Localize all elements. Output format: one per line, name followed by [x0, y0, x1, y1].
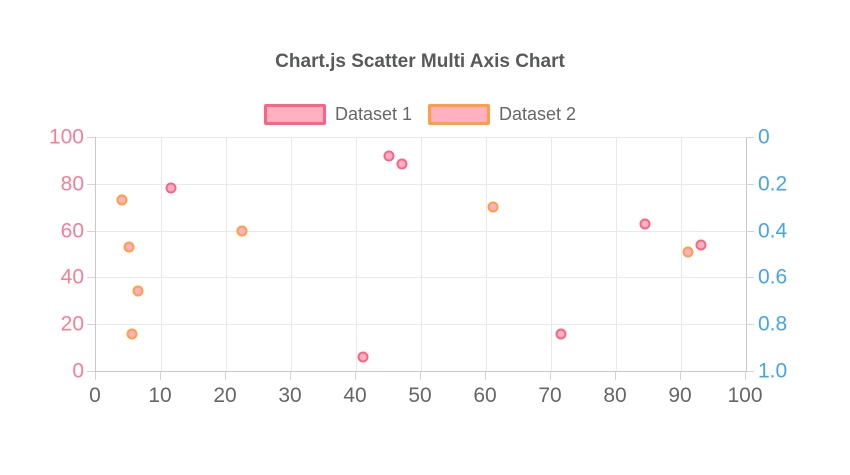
left-axis-tick-label: 0 — [72, 359, 84, 383]
right-axis-tick-label: 0.6 — [758, 265, 788, 289]
right-axis-tick — [746, 371, 754, 372]
left-axis-tick — [87, 324, 95, 326]
left-axis-tick-label: 100 — [48, 125, 84, 149]
x-axis-tick-label: 90 — [668, 384, 692, 407]
legend-item-dataset2[interactable]: Dataset 2 — [428, 103, 577, 125]
scatter-point-dataset1[interactable] — [357, 351, 368, 363]
scatter-point-dataset2[interactable] — [236, 225, 248, 237]
scatter-point-dataset1[interactable] — [396, 158, 407, 170]
scatter-point-dataset1[interactable] — [639, 218, 651, 230]
scatter-point-dataset2[interactable] — [123, 241, 134, 253]
scatter-point-dataset2[interactable] — [132, 285, 144, 297]
x-axis-tick-label: 30 — [278, 384, 302, 407]
x-axis-tick — [290, 372, 291, 380]
left-axis-tick — [87, 137, 95, 138]
grid-line-horizontal — [96, 277, 746, 279]
left-axis-tick-label: 20 — [60, 312, 84, 336]
grid-line-horizontal — [96, 230, 746, 232]
x-axis-tick-label: 50 — [408, 384, 432, 407]
x-axis-tick-label: 80 — [603, 384, 627, 407]
right-axis-tick-label: 0.4 — [758, 219, 788, 243]
x-axis-tick-label: 20 — [213, 384, 237, 407]
left-axis-tick — [87, 371, 95, 372]
scatter-point-dataset1[interactable] — [165, 182, 177, 194]
left-axis-tick — [87, 183, 95, 185]
plot-area[interactable] — [95, 137, 747, 372]
x-axis-tick-label: 100 — [727, 384, 763, 407]
left-axis-tick-label: 40 — [60, 265, 84, 289]
grid-line-horizontal — [96, 183, 746, 185]
legend-label-dataset1: Dataset 1 — [334, 103, 412, 124]
x-axis-tick — [615, 372, 616, 380]
grid-line-vertical — [356, 137, 357, 371]
scatter-point-dataset2[interactable] — [682, 246, 693, 258]
right-axis-tick-label: 0 — [758, 125, 770, 149]
grid-line-vertical — [486, 137, 487, 371]
scatter-point-dataset1[interactable] — [383, 150, 394, 162]
right-axis-tick — [746, 277, 754, 279]
x-axis-tick — [225, 372, 226, 380]
x-axis-tick — [680, 372, 681, 380]
left-axis-tick-label: 80 — [60, 172, 84, 196]
right-axis-tick — [746, 324, 754, 326]
grid-line-horizontal — [96, 324, 746, 326]
scatter-point-dataset2[interactable] — [487, 201, 498, 213]
right-axis-tick — [746, 183, 754, 185]
scatter-point-dataset2[interactable] — [116, 194, 128, 206]
grid-line-horizontal — [96, 137, 746, 138]
x-axis-tick — [745, 372, 746, 380]
left-axis-tick — [87, 277, 95, 279]
right-axis-tick-label: 0.8 — [758, 312, 788, 336]
right-axis-tick-label: 0.2 — [758, 172, 788, 196]
x-axis-tick — [160, 372, 161, 380]
left-axis-tick-label: 60 — [60, 219, 84, 243]
right-axis-tick — [746, 230, 754, 232]
scatter-point-dataset1[interactable] — [695, 239, 706, 251]
grid-line-vertical — [291, 137, 292, 371]
grid-line-vertical — [161, 137, 162, 371]
left-axis-tick — [87, 230, 95, 232]
x-axis-tick — [355, 372, 356, 380]
chart-title: Chart.js Scatter Multi Axis Chart — [275, 51, 565, 72]
scatter-point-dataset1[interactable] — [555, 328, 567, 340]
x-axis-tick — [485, 372, 486, 380]
x-axis-tick — [420, 372, 421, 380]
legend-label-dataset2: Dataset 2 — [499, 103, 577, 124]
grid-line-vertical — [421, 137, 422, 371]
grid-line-vertical — [551, 137, 552, 371]
right-axis-tick — [746, 137, 754, 138]
chart-legend: Dataset 1 Dataset 2 — [95, 101, 745, 127]
grid-line-vertical — [616, 137, 617, 371]
dataset1-swatch-icon — [263, 103, 326, 125]
x-axis-tick-label: 10 — [148, 384, 172, 407]
grid-line-vertical — [681, 137, 682, 371]
scatter-point-dataset2[interactable] — [126, 328, 138, 340]
right-axis-tick-label: 1.0 — [758, 359, 788, 383]
x-axis-tick-label: 70 — [538, 384, 562, 407]
x-axis-tick-label: 40 — [343, 384, 367, 407]
grid-line-vertical — [226, 137, 227, 371]
x-axis-tick — [95, 372, 96, 380]
x-axis-tick — [550, 372, 551, 380]
x-axis-tick-label: 0 — [89, 384, 101, 407]
x-axis-tick-label: 60 — [473, 384, 497, 407]
legend-item-dataset1[interactable]: Dataset 1 — [263, 103, 412, 125]
dataset2-swatch-icon — [428, 103, 490, 125]
